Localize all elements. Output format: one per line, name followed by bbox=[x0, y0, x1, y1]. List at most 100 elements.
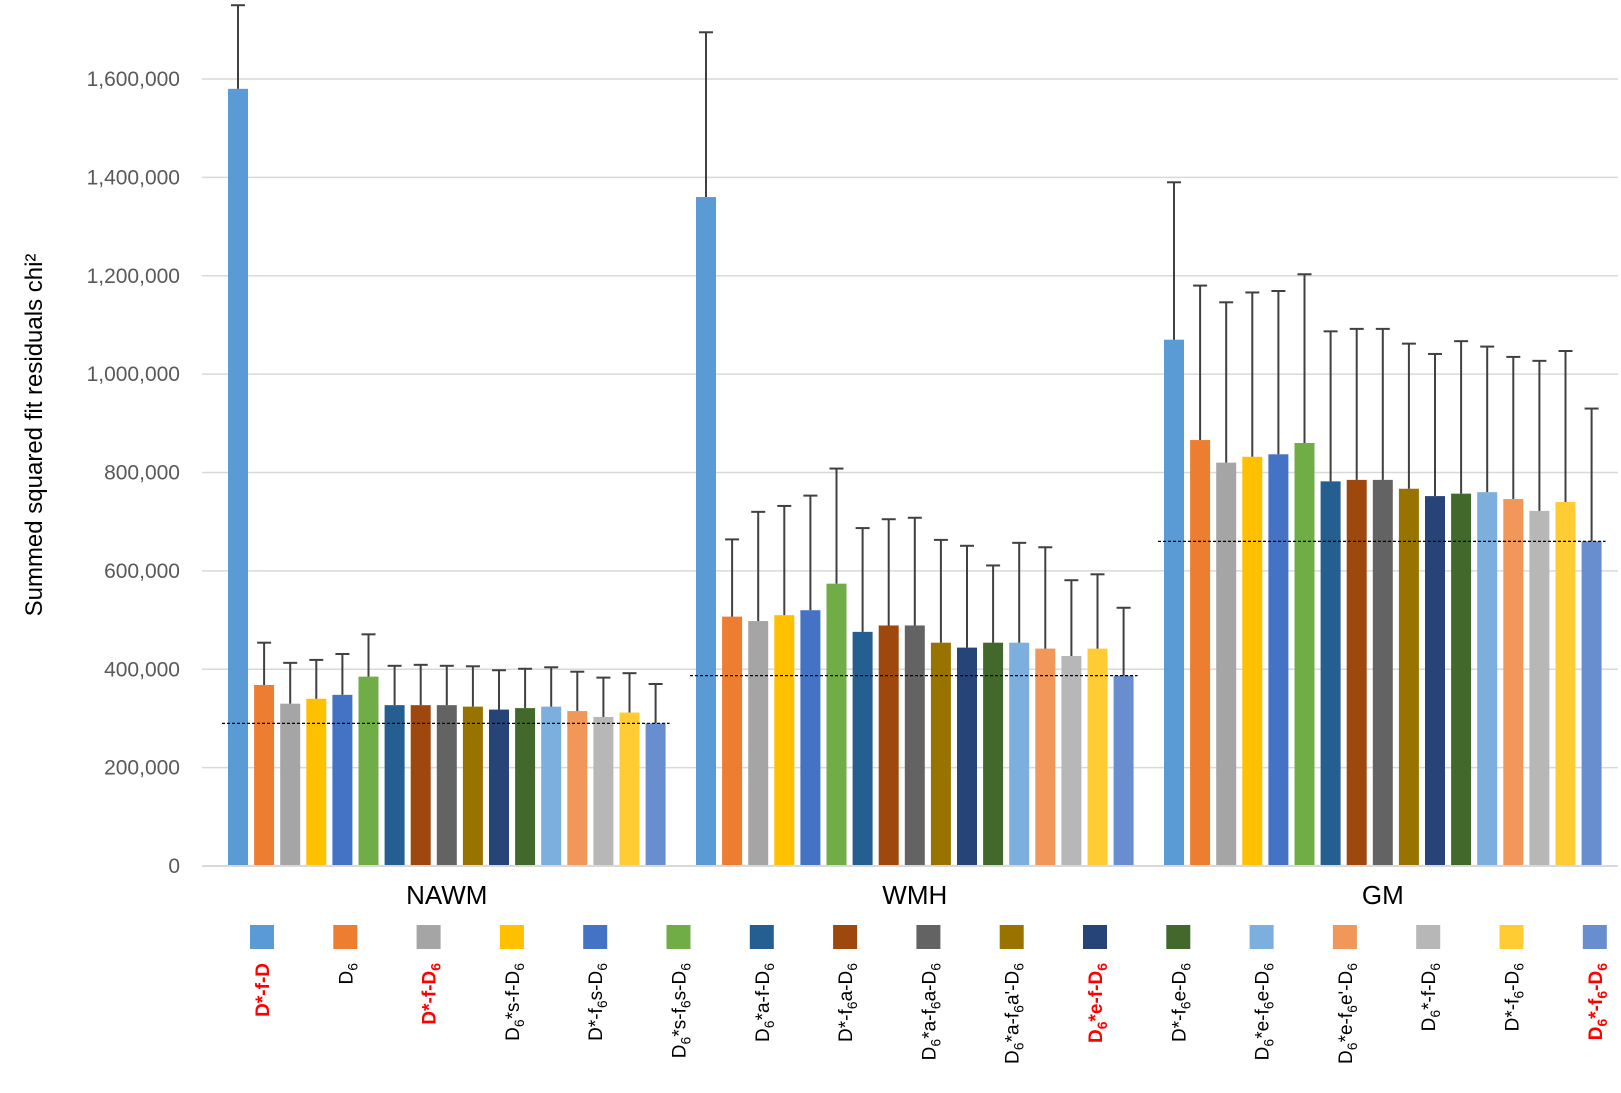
y-axis-label: Summed squared fit residuals chi² bbox=[21, 254, 48, 617]
legend-label: D*-f6​a-D6​ bbox=[836, 963, 860, 1042]
bar bbox=[619, 712, 640, 866]
legend-label: D*-f-D bbox=[253, 963, 274, 1017]
legend-label: D6​*a-f6​a'-D6​ bbox=[1003, 963, 1027, 1064]
legend-label: D6​*e-f6​e'-D6​ bbox=[1336, 963, 1360, 1064]
bar bbox=[826, 583, 847, 866]
bar bbox=[696, 197, 716, 867]
bar bbox=[1555, 502, 1576, 866]
legend-swatch bbox=[1582, 925, 1607, 949]
bar bbox=[1398, 488, 1419, 866]
error-bars bbox=[231, 4, 1599, 724]
y-tick-label: 1,400,000 bbox=[87, 166, 180, 189]
bar bbox=[358, 676, 379, 866]
bar bbox=[904, 625, 925, 866]
bar bbox=[306, 698, 327, 866]
bar bbox=[722, 616, 743, 866]
bar bbox=[384, 705, 405, 866]
bar bbox=[1581, 541, 1602, 866]
legend-swatch bbox=[416, 925, 441, 949]
y-axis-ticks: 0 200,000 400,000 600,000 800,000 1,000,000 1,… bbox=[87, 68, 180, 878]
bar bbox=[645, 723, 666, 866]
bar bbox=[878, 625, 899, 866]
legend-swatch bbox=[916, 925, 941, 949]
bar bbox=[1451, 493, 1472, 866]
y-tick-label: 1,600,000 bbox=[87, 68, 180, 91]
bar bbox=[1242, 456, 1263, 866]
category-label: GM bbox=[1362, 880, 1404, 910]
reference-lines bbox=[222, 540, 1606, 725]
bar bbox=[748, 621, 769, 866]
legend-label: D6​*-f6​-D6​ bbox=[1586, 963, 1610, 1040]
y-tick-label: 600,000 bbox=[104, 560, 180, 583]
legend-label: D6​*a-f-D6​ bbox=[753, 963, 777, 1042]
legend-swatch bbox=[1499, 925, 1524, 949]
legend-swatch bbox=[1083, 925, 1107, 949]
bar bbox=[1087, 648, 1108, 866]
bar bbox=[800, 610, 821, 866]
bar bbox=[1372, 479, 1393, 866]
legend-swatch bbox=[666, 925, 691, 949]
bar bbox=[1216, 462, 1237, 866]
legend-swatch bbox=[250, 925, 274, 949]
bar bbox=[332, 694, 353, 866]
legend-label: D6​*a-f6​a-D6​ bbox=[919, 963, 943, 1061]
category-label: WMH bbox=[882, 880, 947, 910]
bar bbox=[1320, 481, 1341, 866]
bar bbox=[774, 615, 795, 866]
bar bbox=[567, 711, 588, 866]
bar bbox=[1346, 479, 1367, 866]
bar bbox=[541, 706, 562, 866]
category-labels: NAWM WMH GM bbox=[406, 880, 1404, 910]
legend-swatch bbox=[583, 925, 608, 949]
bar bbox=[1164, 339, 1184, 867]
legend-label: D6​*-f-D6​ bbox=[1419, 963, 1443, 1032]
legend-swatch bbox=[999, 925, 1024, 949]
bar bbox=[436, 705, 457, 866]
y-tick-label: 400,000 bbox=[104, 658, 180, 681]
legend-label: D*-f6​s-D6​ bbox=[586, 963, 610, 1041]
legend-label: D*-f6​-D6​ bbox=[1503, 963, 1527, 1032]
y-tick-label: 200,000 bbox=[104, 757, 180, 780]
bar bbox=[1190, 440, 1211, 866]
legend-label: D6​*e-f6​e-D6​ bbox=[1253, 963, 1277, 1061]
bar bbox=[410, 705, 431, 866]
bar bbox=[1294, 442, 1315, 866]
legend-label: D6​*e-f-D6​ bbox=[1086, 963, 1110, 1043]
legend-swatch bbox=[833, 925, 858, 949]
bar bbox=[957, 647, 977, 866]
bar bbox=[1009, 642, 1030, 866]
bar bbox=[1529, 510, 1550, 866]
y-tick-label: 1,000,000 bbox=[87, 363, 180, 386]
bar bbox=[1035, 648, 1056, 866]
legend: D*-f-D D6​ D*-f-D6​ D6​*s-f-D6​ D*-f6​s-D6​ D… bbox=[250, 925, 1610, 1064]
bar bbox=[593, 716, 614, 866]
legend-swatch bbox=[333, 925, 358, 949]
bar bbox=[1477, 492, 1498, 866]
legend-swatch bbox=[1166, 925, 1191, 949]
bar bbox=[1425, 496, 1445, 866]
bar bbox=[489, 709, 509, 866]
bar bbox=[930, 642, 951, 866]
legend-label: D6​*s-f-D6​ bbox=[503, 963, 527, 1041]
gridlines bbox=[202, 78, 1618, 769]
legend-swatch bbox=[499, 925, 524, 949]
legend-swatch bbox=[1416, 925, 1441, 949]
bar bbox=[1113, 675, 1134, 866]
category-label: NAWM bbox=[406, 880, 487, 910]
legend-label: D*-f6​e-D6​ bbox=[1169, 963, 1193, 1042]
bar bbox=[1503, 499, 1524, 866]
bar-series bbox=[228, 88, 1602, 867]
y-tick-label: 1,200,000 bbox=[87, 265, 180, 288]
bar bbox=[983, 642, 1004, 866]
bar bbox=[515, 708, 536, 866]
legend-swatch bbox=[749, 925, 774, 949]
bar bbox=[1061, 655, 1082, 866]
bar bbox=[254, 684, 275, 866]
bar bbox=[1268, 454, 1289, 866]
y-tick-label: 0 bbox=[168, 855, 180, 878]
bar bbox=[462, 706, 483, 866]
legend-label: D6​ bbox=[336, 963, 360, 985]
bar bbox=[228, 88, 248, 866]
y-tick-label: 800,000 bbox=[104, 462, 180, 485]
